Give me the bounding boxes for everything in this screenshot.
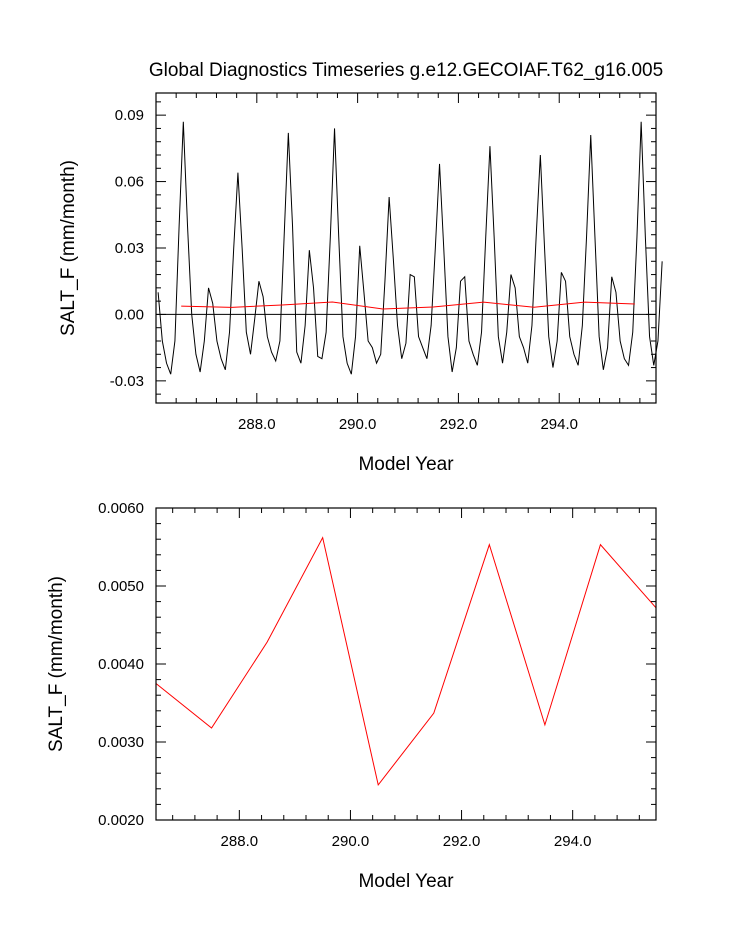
y-tick-label: -0.03 (110, 373, 144, 390)
series-line-0 (155, 536, 657, 787)
y-tick-label: 0.0020 (98, 812, 144, 829)
chart-title: Global Diagnostics Timeseries g.e12.GECO… (149, 60, 663, 81)
x-tick-label: 294.0 (554, 833, 592, 850)
x-tick-label: 290.0 (339, 416, 377, 433)
x-tick-label: 294.0 (540, 416, 578, 433)
y-tick-label: 0.06 (115, 174, 144, 191)
y-axis-label: SALT_F (mm/month) (58, 160, 79, 336)
bottom-panel: 288.0 290.0 292.0 294.0 0.0020 0.0030 0.0040 0.… (46, 500, 657, 892)
x-axis-label: Model Year (358, 454, 454, 475)
x-tick-label: 290.0 (332, 833, 370, 850)
x-tick-label: 292.0 (440, 416, 478, 433)
x-axis-label: Model Year (358, 871, 454, 892)
plot-frame (155, 507, 657, 821)
y-tick-label: 0.00 (115, 306, 144, 323)
y-axis-label: SALT_F (mm/month) (46, 576, 67, 752)
top-panel: 288.0 290.0 292.0 294.0 -0.03 0.00 0.03 0.06 0.0… (58, 92, 663, 475)
y-tick-label: 0.0040 (98, 656, 144, 673)
series-line-1 (181, 301, 635, 310)
y-tick-label: 0.0050 (98, 578, 144, 595)
y-tick-label: 0.0060 (98, 500, 144, 517)
y-tick-label: 0.09 (115, 107, 144, 124)
x-tick-label: 288.0 (221, 833, 259, 850)
x-tick-label: 292.0 (443, 833, 481, 850)
y-tick-label: 0.0030 (98, 734, 144, 751)
y-tick-label: 0.03 (115, 240, 144, 257)
plot-frame (155, 92, 657, 404)
series-line-0 (157, 121, 663, 375)
x-tick-label: 288.0 (238, 416, 276, 433)
